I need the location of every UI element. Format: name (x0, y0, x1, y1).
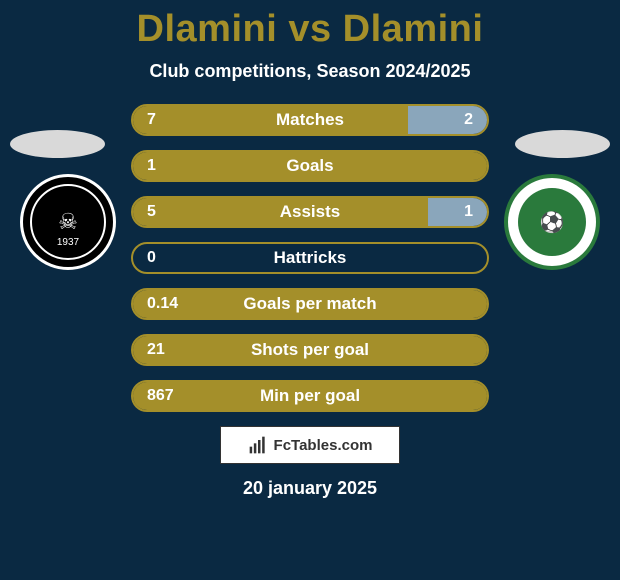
stat-label: Matches (133, 106, 487, 134)
skull-icon: ☠ (58, 211, 78, 233)
stat-label: Shots per goal (133, 336, 487, 364)
stat-row-shots-per-goal: 21 Shots per goal (131, 334, 489, 366)
stat-label: Goals per match (133, 290, 487, 318)
crest-left-inner: ☠ 1937 (30, 184, 106, 260)
stat-label: Hattricks (133, 244, 487, 272)
stat-row-goals: 1 Goals (131, 150, 489, 182)
shadow-ellipse-left (10, 130, 105, 158)
chart-icon (248, 435, 268, 455)
stat-row-min-per-goal: 867 Min per goal (131, 380, 489, 412)
stat-label: Min per goal (133, 382, 487, 410)
shadow-ellipse-right (515, 130, 610, 158)
crest-right-inner: ⚽ (518, 188, 586, 256)
stat-right-value: 1 (464, 198, 473, 226)
date: 20 january 2025 (0, 478, 620, 499)
crest-left-year: 1937 (57, 237, 79, 248)
club-crest-right: ⚽ (504, 174, 600, 270)
stat-row-matches: 7 Matches 2 (131, 104, 489, 136)
stat-row-assists: 5 Assists 1 (131, 196, 489, 228)
stat-row-hattricks: 0 Hattricks (131, 242, 489, 274)
stat-label: Assists (133, 198, 487, 226)
footer-brand-box[interactable]: FcTables.com (220, 426, 400, 464)
club-crest-left: ☠ 1937 (20, 174, 116, 270)
subtitle: Club competitions, Season 2024/2025 (0, 61, 620, 82)
stat-bars: 7 Matches 2 1 Goals 5 Assists 1 0 Hattri… (131, 104, 489, 412)
page-title: Dlamini vs Dlamini (0, 0, 620, 51)
stat-right-value: 2 (464, 106, 473, 134)
ball-icon: ⚽ (540, 210, 565, 235)
stat-row-goals-per-match: 0.14 Goals per match (131, 288, 489, 320)
footer-brand-text: FcTables.com (274, 437, 373, 454)
stat-label: Goals (133, 152, 487, 180)
